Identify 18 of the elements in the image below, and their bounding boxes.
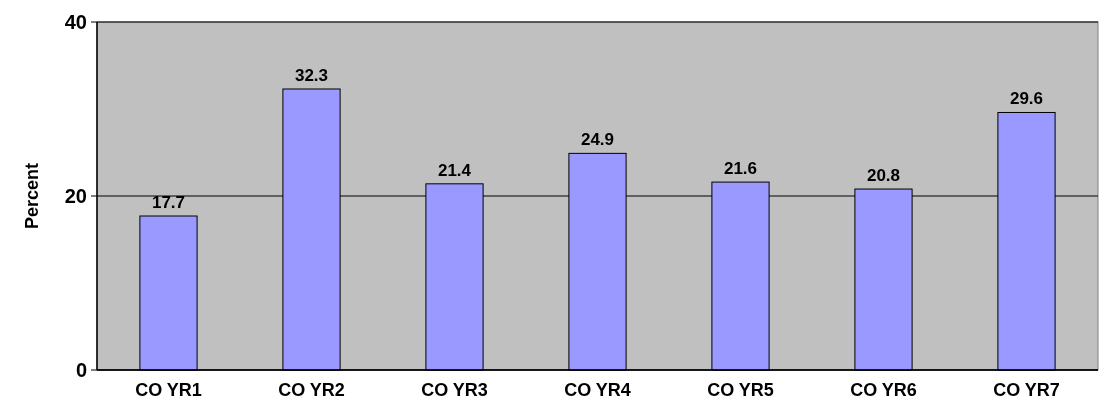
x-tick-label: CO YR7 [993, 380, 1060, 400]
data-label: 17.7 [151, 193, 186, 213]
data-label: 29.6 [1009, 89, 1044, 109]
x-tick-label: CO YR3 [421, 380, 488, 400]
data-label: 21.4 [437, 160, 472, 180]
data-label: 20.8 [866, 166, 901, 186]
x-tick-label: CO YR5 [707, 380, 774, 400]
data-label: 24.9 [580, 130, 615, 150]
y-tick-label: 0 [75, 359, 87, 381]
data-label: 32.3 [294, 65, 329, 85]
x-tick-label: CO YR6 [850, 380, 917, 400]
x-tick-label: CO YR4 [564, 380, 631, 400]
y-axis-title: Percent [22, 162, 42, 230]
x-tick-label: CO YR2 [278, 380, 345, 400]
x-tick-label: CO YR1 [135, 380, 202, 400]
y-tick-label: 40 [64, 11, 87, 33]
data-label: 21.6 [723, 159, 758, 179]
y-tick-label: 20 [64, 185, 87, 207]
